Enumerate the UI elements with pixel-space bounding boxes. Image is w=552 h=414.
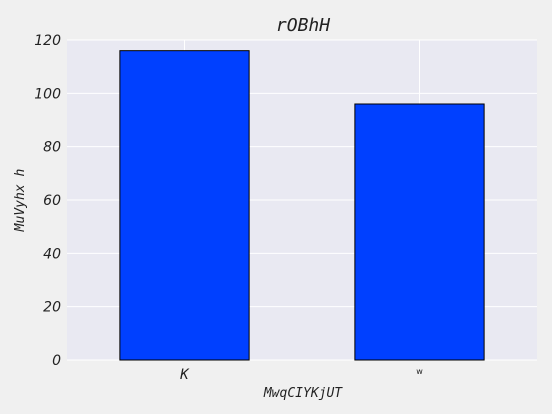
y-tick-label: 120 <box>34 33 61 49</box>
y-tick-label: 40 <box>43 246 61 262</box>
y-tick-label: 0 <box>52 353 61 369</box>
y-tick-label: 20 <box>43 300 61 316</box>
x-tick-label: K <box>179 367 190 383</box>
y-axis-ticks: 0 20 40 60 80 100 120 <box>34 33 61 369</box>
y-tick-label: 100 <box>34 86 61 102</box>
y-axis-label: MuVyhx h <box>13 169 28 233</box>
bar-w <box>354 103 485 361</box>
bars <box>119 50 485 361</box>
chart-title: rOBhH <box>276 15 330 36</box>
x-tick-label: w <box>416 367 423 376</box>
x-axis-label: MwqCIYKjUT <box>263 386 343 401</box>
y-tick-label: 80 <box>43 140 61 156</box>
y-tick-label: 60 <box>43 193 61 209</box>
bar-K <box>119 50 250 361</box>
